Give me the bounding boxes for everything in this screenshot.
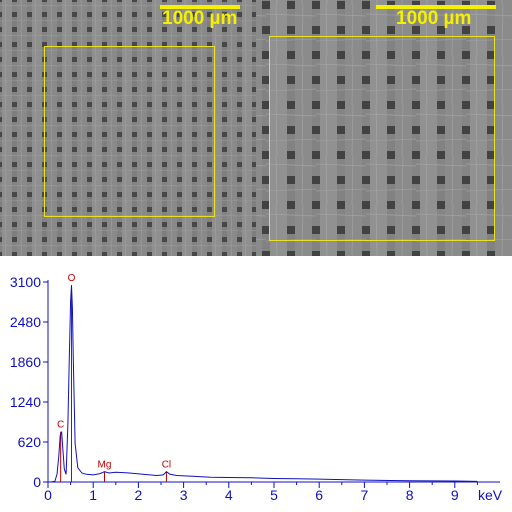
element-markers: C O Mg Cl: [57, 273, 171, 482]
x-tick-label: 5: [270, 487, 278, 503]
y-tick-label: 1860: [10, 354, 41, 370]
x-tick-label: 4: [225, 487, 233, 503]
x-axis-ticks: 0 1 2 3 4 5 6 7 8 9: [44, 482, 478, 503]
chart-axes: [47, 280, 500, 483]
x-tick-label: 2: [135, 487, 143, 503]
region-of-interest-box: [44, 46, 215, 217]
fabric-weave-right-image: [256, 0, 512, 256]
x-tick-label: 3: [180, 487, 188, 503]
element-label: C: [57, 420, 64, 431]
y-tick-label: 2480: [10, 314, 41, 330]
scale-bar-label: 1000 µm: [396, 8, 472, 29]
x-tick-label: 8: [406, 487, 414, 503]
scale-bar: [160, 5, 240, 9]
element-label: Mg: [98, 460, 112, 471]
fabric-weave-left-image: [0, 0, 256, 256]
y-tick-label: 0: [33, 474, 41, 490]
y-tick-label: 1240: [10, 394, 41, 410]
region-of-interest-box: [269, 36, 495, 241]
sem-micrograph-right: 1000 µm: [256, 0, 512, 256]
eds-spectrum-chart: 0 620 1240 1860 2480 3100 0 1 2 3 4 5 6 7 8 9 C O Mg Cl k…: [10, 273, 503, 503]
spectrum-series-line: [50, 285, 478, 483]
x-tick-label: 1: [89, 487, 97, 503]
scale-bar: [376, 5, 496, 9]
x-tick-label: 6: [315, 487, 323, 503]
x-tick-label: 9: [451, 487, 459, 503]
x-axis-unit: keV: [478, 487, 503, 503]
y-tick-label: 3100: [10, 274, 41, 290]
element-label: O: [68, 273, 76, 284]
sem-micrograph-left: 1000 µm: [0, 0, 256, 256]
x-tick-label: 0: [44, 487, 52, 503]
scale-bar-label: 1000 µm: [162, 8, 238, 29]
y-tick-label: 620: [18, 434, 42, 450]
x-tick-label: 7: [361, 487, 369, 503]
y-axis-ticks: 0 620 1240 1860 2480 3100: [10, 274, 48, 490]
element-label: Cl: [162, 460, 171, 471]
